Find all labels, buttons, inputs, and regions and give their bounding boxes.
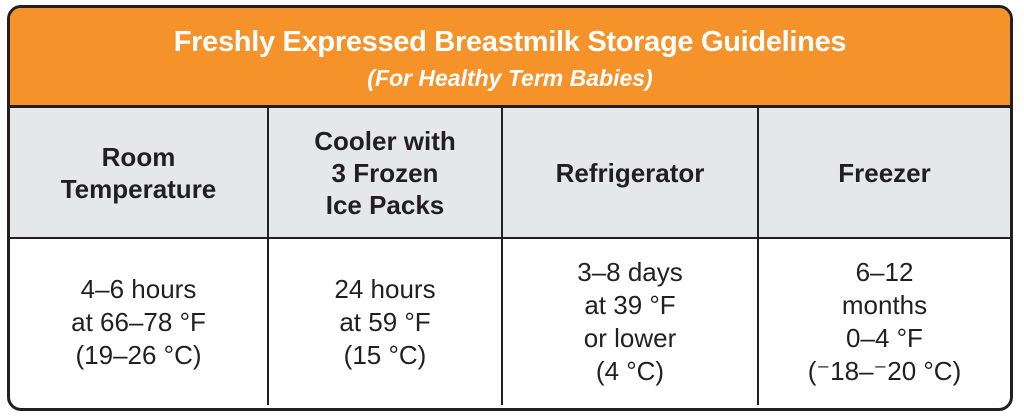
cell-line: (19–26 °C) — [75, 339, 202, 370]
table-body: 4–6 hours at 66–78 °F (19–26 °C) 24 hours at… — [10, 239, 1010, 405]
table-cell: 6–12 months 0–4 °F (⁻18–⁻20 °C) — [759, 239, 1010, 405]
column-header: Room Temperature — [10, 108, 269, 239]
table-cell: 24 hours at 59 °F (15 °C) — [269, 239, 503, 405]
cell-line: (4 °C) — [595, 356, 665, 386]
table-cell: 4–6 hours at 66–78 °F (19–26 °C) — [10, 239, 269, 405]
cell-line: Temperature — [60, 173, 217, 204]
table-row: 4–6 hours at 66–78 °F (19–26 °C) 24 hours at… — [10, 239, 1010, 405]
column-header: Cooler with 3 Frozen Ice Packs — [269, 108, 503, 239]
cell-line: or lower — [583, 323, 677, 353]
column-header: Freezer — [759, 108, 1010, 239]
column-header-row: Room Temperature Cooler with 3 Frozen Ice Pa… — [10, 108, 1010, 239]
cell-line: 3–8 days — [577, 257, 683, 287]
cell-line: at 66–78 °F — [71, 306, 206, 337]
cell-line: at 59 °F — [339, 306, 431, 337]
title: Freshly Expressed Breastmilk Storage Gui… — [173, 26, 847, 58]
cell-line: (15 °C) — [343, 339, 427, 370]
table-cell: 3–8 days at 39 °F or lower (4 °C) — [503, 239, 759, 405]
cell-line: Room — [101, 141, 176, 172]
cell-line: Refrigerator — [555, 157, 705, 188]
subtitle: (For Healthy Term Babies) — [367, 65, 653, 91]
cell-line: 4–6 hours — [80, 273, 197, 304]
cell-line: Ice Packs — [325, 189, 445, 220]
cell-line: 6–12 — [855, 257, 914, 287]
cell-line: at 39 °F — [584, 290, 676, 320]
cell-line: 0–4 °F — [846, 323, 923, 353]
cell-line: 24 hours — [334, 273, 436, 304]
column-header: Refrigerator — [503, 108, 759, 239]
cell-line: (⁻18–⁻20 °C) — [807, 356, 962, 386]
cell-line: 3 Frozen — [331, 157, 439, 188]
cell-line: months — [841, 290, 928, 320]
guidelines-card: Freshly Expressed Breastmilk Storage Gui… — [7, 5, 1013, 411]
cell-line: Freezer — [838, 157, 931, 188]
cell-line: Cooler with — [314, 125, 456, 156]
header-banner: Freshly Expressed Breastmilk Storage Gui… — [10, 8, 1010, 108]
